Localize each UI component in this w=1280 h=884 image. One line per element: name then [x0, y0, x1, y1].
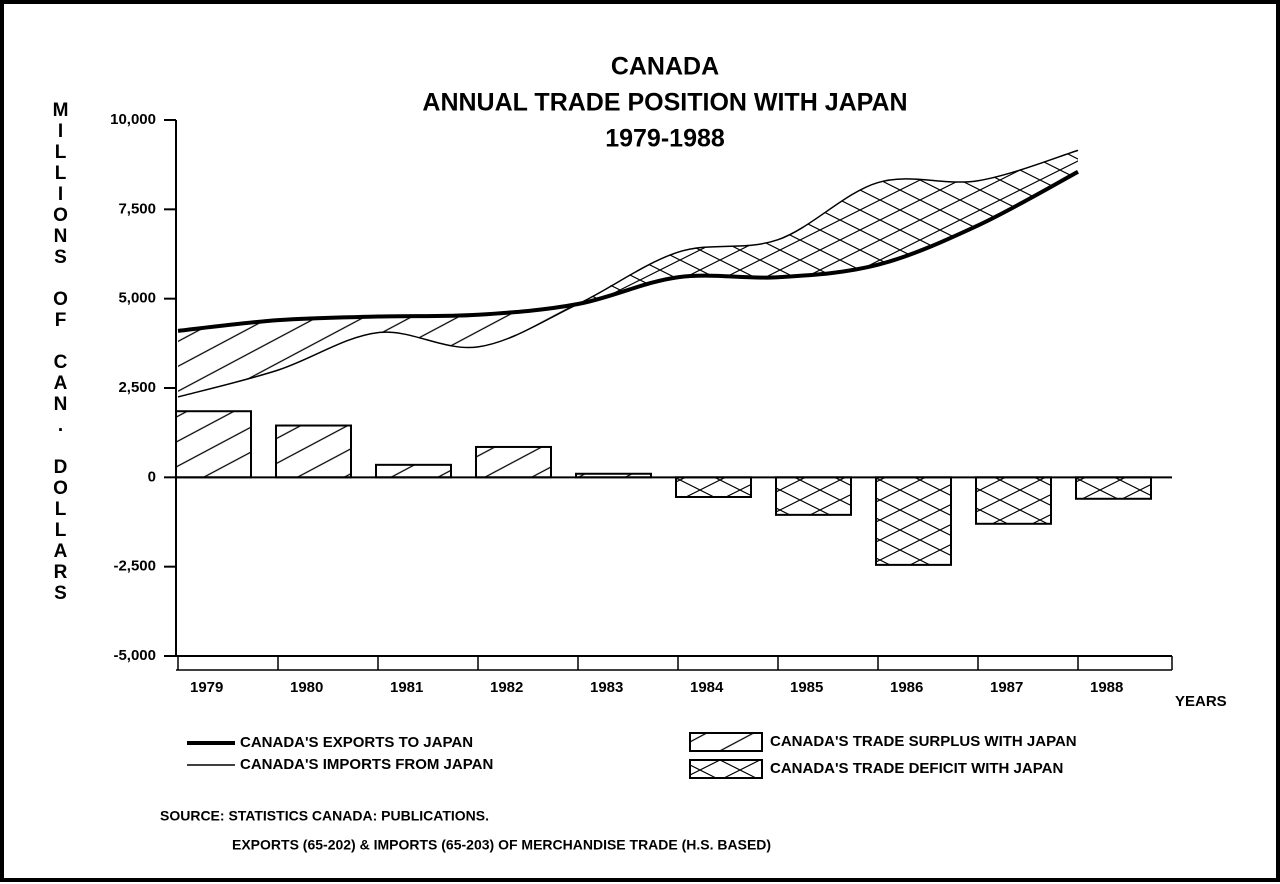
- legend-label: CANADA'S TRADE SURPLUS WITH JAPAN: [770, 733, 1077, 750]
- x-tick-label: 1988: [1090, 679, 1123, 696]
- x-tick-label: 1982: [490, 679, 523, 696]
- chart-title: CANADA: [611, 53, 719, 81]
- legend-swatch: [689, 759, 763, 779]
- bar: [475, 445, 552, 479]
- legend-label: CANADA'S EXPORTS TO JAPAN: [240, 734, 473, 751]
- line: [177, 149, 1079, 398]
- bar: [175, 410, 252, 479]
- bar: [1075, 476, 1152, 500]
- bar: [575, 472, 652, 479]
- x-tick-label: 1986: [890, 679, 923, 696]
- x-tick-label: 1979: [190, 679, 223, 696]
- y-tick-label: 0: [148, 468, 156, 485]
- legend-label: CANADA'S TRADE DEFICIT WITH JAPAN: [770, 760, 1063, 777]
- x-axis-label: YEARS: [1175, 693, 1227, 710]
- x-tick-label: 1980: [290, 679, 323, 696]
- y-tick-label: 5,000: [118, 290, 156, 307]
- y-tick-label: -2,500: [113, 558, 156, 575]
- x-tick-label: 1981: [390, 679, 423, 696]
- chart-title: ANNUAL TRADE POSITION WITH JAPAN: [422, 89, 907, 117]
- x-tick-label: 1984: [690, 679, 724, 696]
- bar: [375, 463, 452, 479]
- y-tick-label: -5,000: [113, 647, 156, 664]
- bar: [675, 476, 752, 498]
- source: EXPORTS (65-202) & IMPORTS (65-203) OF M…: [232, 837, 771, 853]
- balance-area: [578, 150, 1078, 305]
- line: [177, 170, 1079, 333]
- legend-label: CANADA'S IMPORTS FROM JAPAN: [240, 756, 493, 773]
- y-tick-label: 7,500: [118, 200, 156, 217]
- x-tick-label: 1987: [990, 679, 1023, 696]
- bar: [275, 424, 352, 479]
- bar: [875, 476, 952, 566]
- x-tick-label: 1983: [590, 679, 623, 696]
- source: SOURCE: STATISTICS CANADA: PUBLICATIONS.: [160, 808, 489, 824]
- chart-title: 1979-1988: [605, 125, 725, 153]
- balance-area: [178, 304, 578, 397]
- y-tick-label: 2,500: [118, 379, 156, 396]
- bar: [775, 476, 852, 516]
- y-tick-label: 10,000: [110, 111, 156, 128]
- legend-swatch: [689, 732, 763, 752]
- x-tick-label: 1985: [790, 679, 823, 696]
- y-axis-label: MILLIONS OF CAN. DOLLARS: [50, 100, 71, 604]
- bar: [975, 476, 1052, 525]
